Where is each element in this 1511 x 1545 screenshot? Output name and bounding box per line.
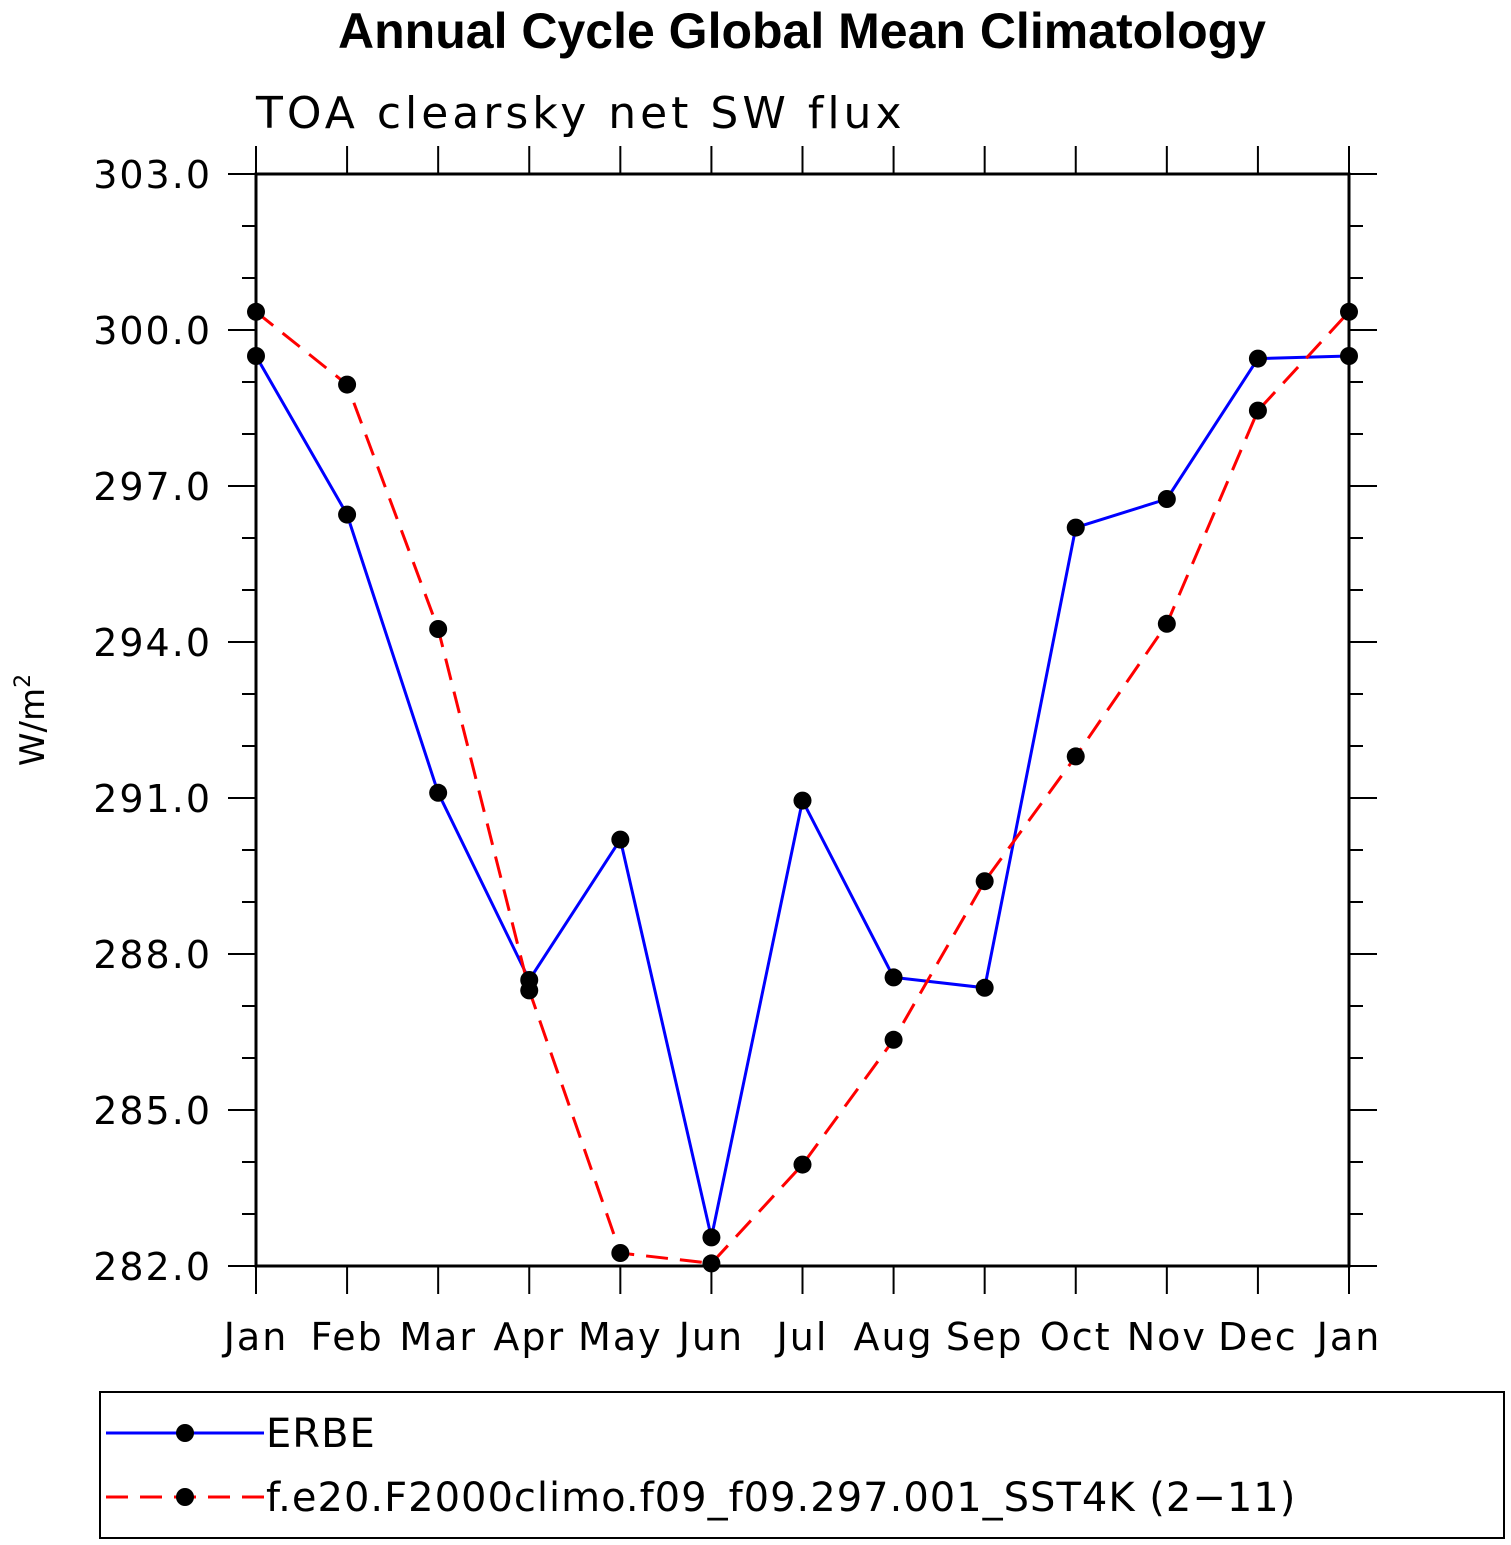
- series-0-point: [429, 783, 448, 802]
- x-tick-label: Nov: [1127, 1315, 1207, 1359]
- x-tick-label: May: [578, 1315, 663, 1359]
- x-tick-label: Jan: [1315, 1315, 1382, 1359]
- x-tick-labels: Jan Feb Mar Apr May Jun Jul Aug Sep Oct Nov Dec Jan: [222, 1315, 1382, 1359]
- chart-title: Annual Cycle Global Mean Climatology: [338, 3, 1266, 59]
- y-axis-label-superscript: 2: [11, 674, 36, 688]
- series-1-point: [429, 620, 448, 638]
- x-tick-label: Jul: [775, 1315, 829, 1359]
- y-tick-label: 300.0: [93, 309, 212, 353]
- x-tick-label: Mar: [399, 1315, 477, 1359]
- legend-label-1: f.e20.F2000climo.f09_f09.297.001_SST4K (…: [266, 1475, 1296, 1521]
- x-tick-label: Jun: [677, 1315, 744, 1359]
- x-tick-label: Jan: [222, 1315, 289, 1359]
- x-tick-label: Apr: [493, 1315, 565, 1359]
- legend: ERBE f.e20.F2000climo.f09_f09.297.001_SST…: [99, 1391, 1505, 1539]
- series-1-point: [793, 1155, 812, 1174]
- legend-marker-1: [176, 1488, 194, 1506]
- series-0-point: [1157, 490, 1176, 508]
- series-1-point: [338, 375, 357, 394]
- y-tick-label: 288.0: [93, 933, 212, 977]
- x-tick-label: Dec: [1218, 1315, 1298, 1359]
- series-1-point: [1157, 614, 1176, 633]
- x-tick-label: Sep: [946, 1315, 1024, 1359]
- series-1-point: [1066, 747, 1085, 766]
- y-tick-label: 294.0: [93, 621, 212, 665]
- legend-box: [99, 1391, 1505, 1539]
- y-tick-label: 282.0: [93, 1245, 212, 1289]
- series-0-point: [884, 968, 903, 987]
- x-tick-label: Oct: [1040, 1315, 1112, 1359]
- chart-subtitle: TOA clearsky net SW flux: [255, 88, 905, 139]
- series-line-1: [255, 310, 1351, 1265]
- series-0-point: [702, 1228, 721, 1247]
- y-tick-label: 303.0: [93, 153, 212, 197]
- y-tick-label: 291.0: [93, 777, 212, 821]
- series-0-point: [611, 830, 630, 849]
- series-0-point: [793, 791, 812, 810]
- series-1-point: [1340, 302, 1358, 321]
- y-tick-label: 285.0: [93, 1089, 212, 1133]
- series-1-point: [611, 1244, 630, 1262]
- series-markers: [247, 302, 1358, 1273]
- series-0-point: [1248, 349, 1267, 368]
- x-tick-label: Feb: [310, 1315, 383, 1359]
- series-1-point: [975, 872, 994, 891]
- series-0-point: [1066, 518, 1085, 537]
- series-0-point: [975, 978, 994, 997]
- axis-ticks: [228, 146, 1377, 1294]
- series-1-point: [520, 981, 539, 1000]
- y-axis-label: W/m2: [11, 674, 53, 766]
- series-0-point: [247, 347, 265, 365]
- series-1-point: [884, 1030, 903, 1049]
- y-tick-labels: 282.0 285.0 288.0 291.0 294.0 297.0 300.0 303.0: [93, 153, 212, 1289]
- plot-frame: [254, 172, 1351, 1268]
- y-axis-label-text: W/m: [13, 688, 53, 766]
- x-tick-label: Aug: [853, 1315, 933, 1359]
- series-1-point: [1248, 401, 1267, 420]
- series-0-point: [338, 505, 357, 524]
- series-0-point: [1340, 347, 1358, 365]
- series-1-point: [247, 302, 265, 321]
- series-lines: [254, 310, 1351, 1265]
- legend-label-0: ERBE: [266, 1411, 376, 1457]
- y-tick-label: 297.0: [93, 465, 212, 509]
- legend-marker-0: [176, 1424, 194, 1442]
- series-1-point: [702, 1254, 721, 1273]
